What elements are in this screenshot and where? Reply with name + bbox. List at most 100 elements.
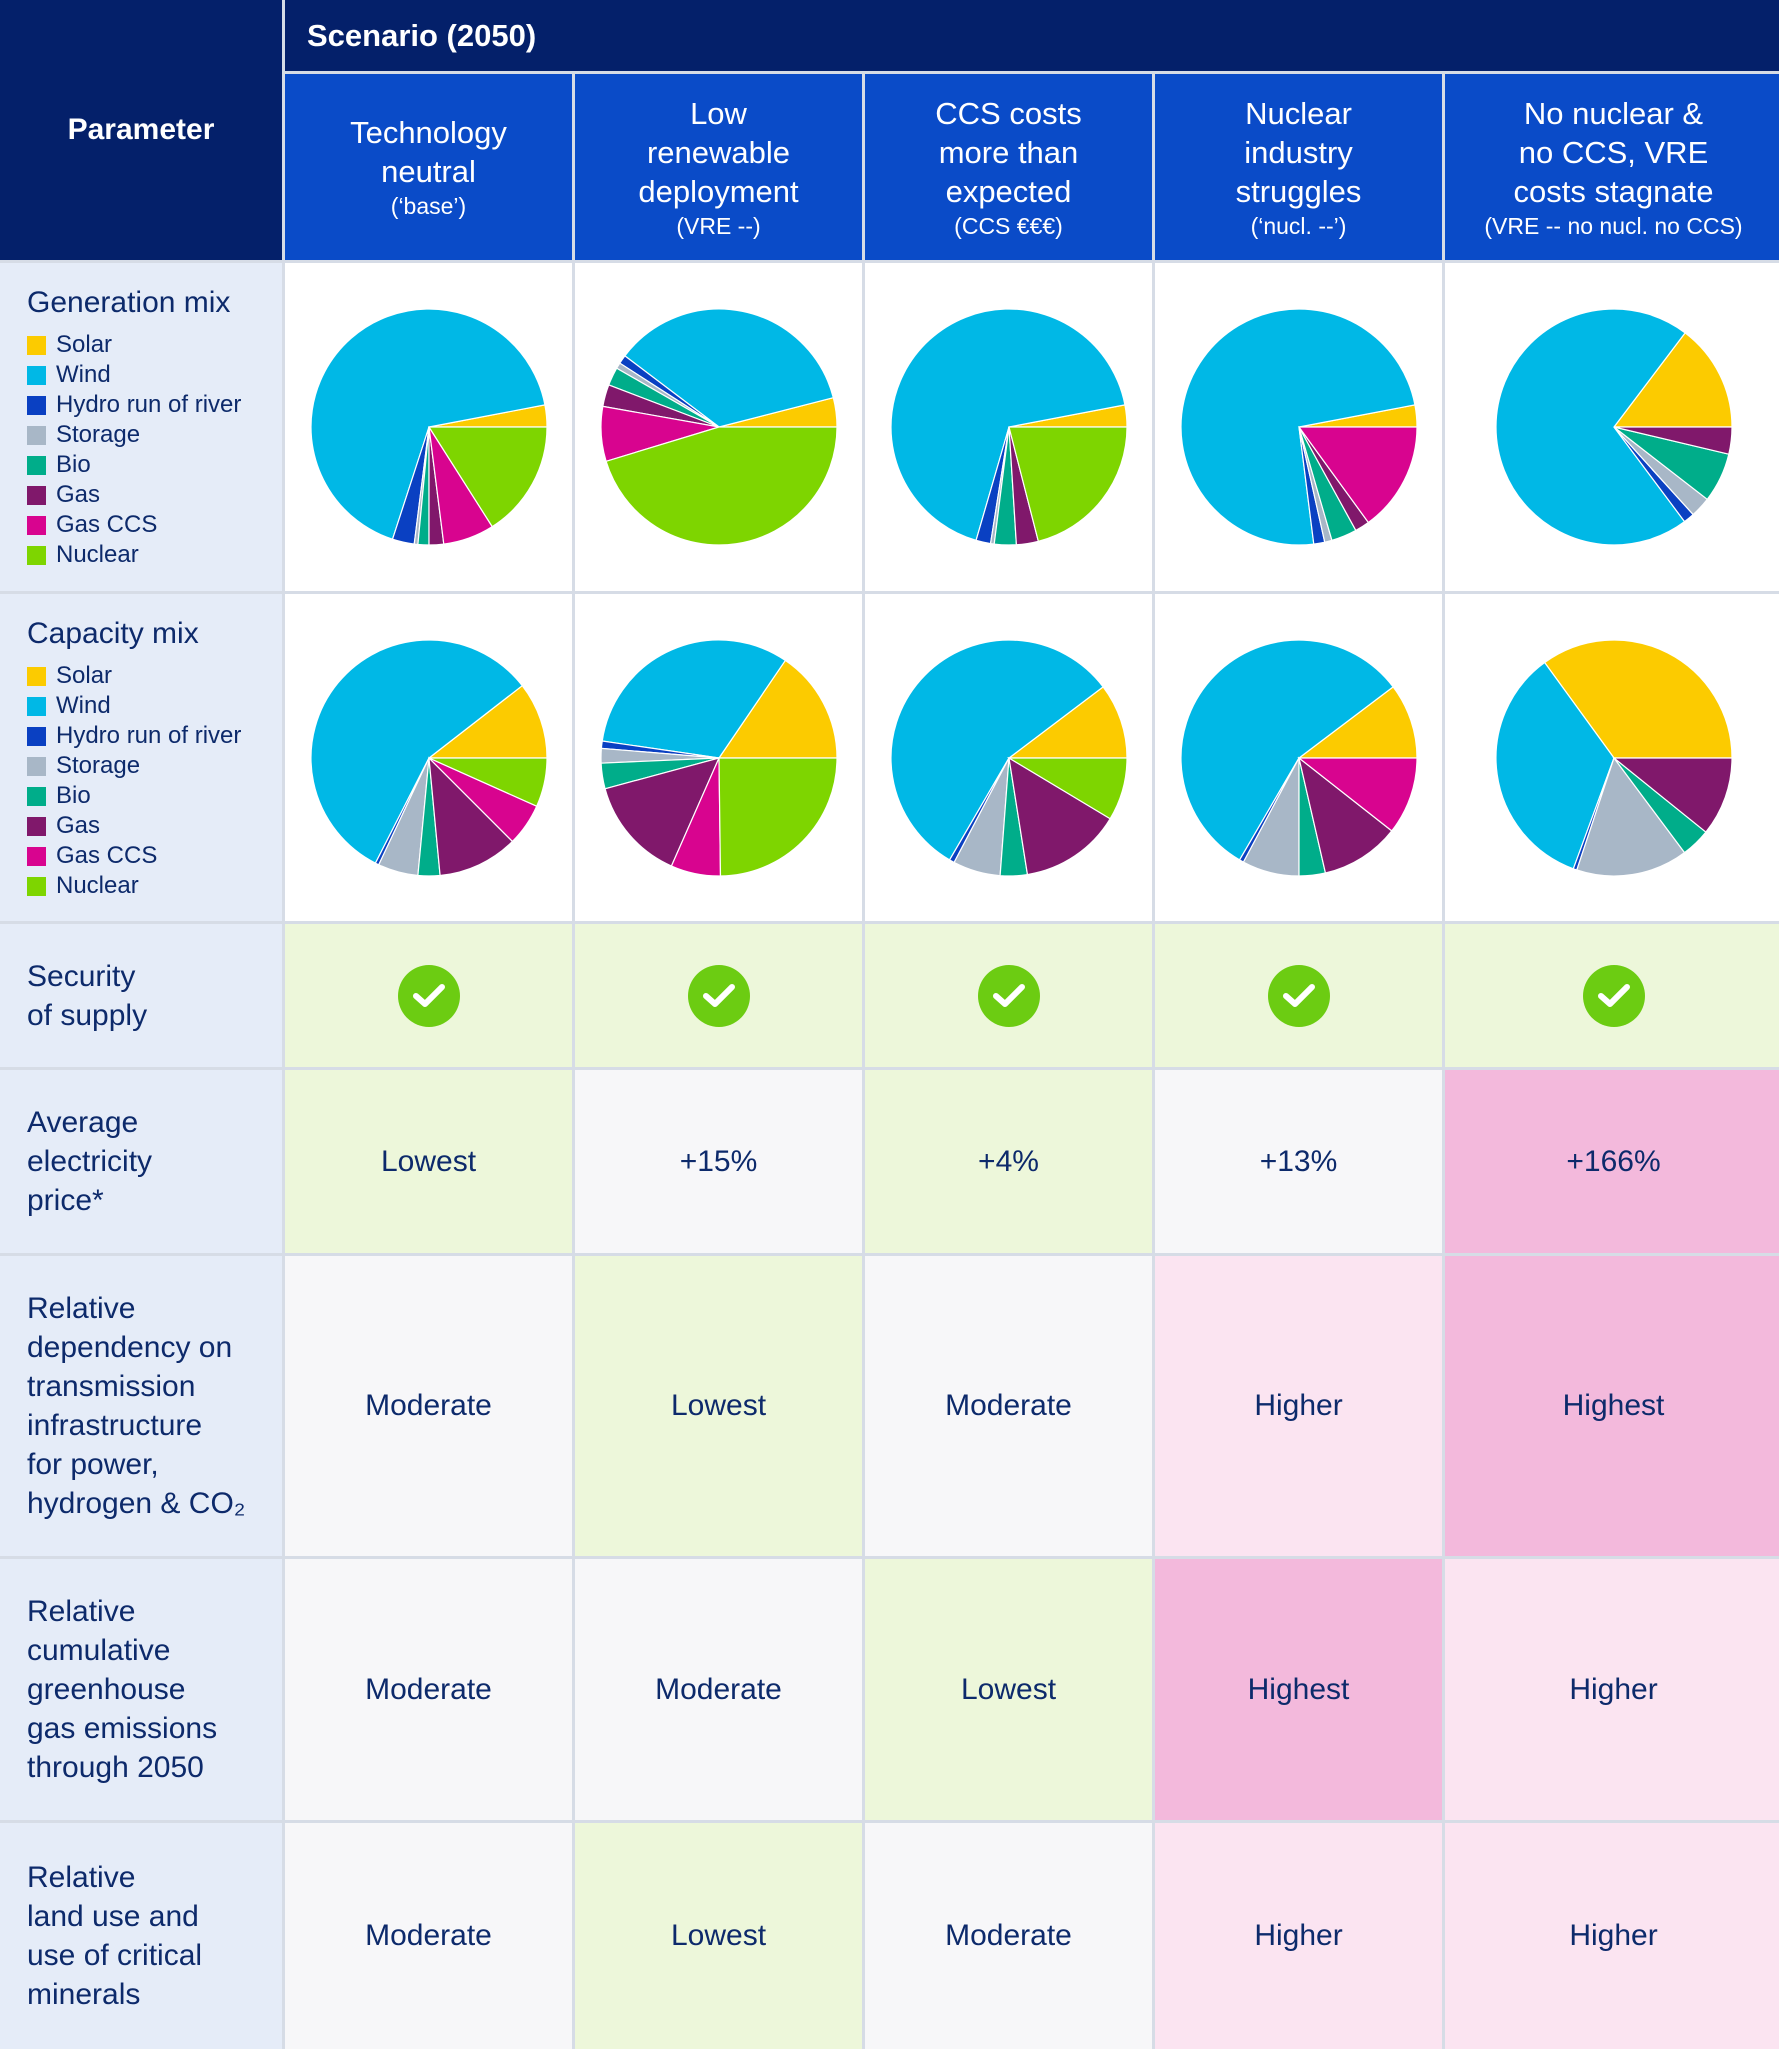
pie-slice-solar	[1543, 638, 1733, 759]
land-label: Relative land use and use of critical mi…	[0, 1823, 282, 2049]
legend-label: Gas CCS	[56, 842, 158, 869]
legend-swatch	[27, 515, 46, 535]
scenario-note: (‘nucl. --’)	[1250, 212, 1347, 239]
dependency-cell: Moderate	[285, 1256, 572, 1556]
land-cell: Moderate	[285, 1823, 572, 2049]
pie-cell	[285, 263, 572, 591]
legend-item: Hydro run of river	[27, 721, 241, 751]
scenario-col-5: No nuclear & no CCS, VRE costs stagnate …	[1445, 74, 1779, 260]
pie-slice-gas-ccs	[1296, 756, 1418, 832]
dependency-label: Relative dependency on transmission infr…	[0, 1256, 282, 1556]
capacity-pie-3	[889, 638, 1128, 877]
legend-label: Gas CCS	[56, 511, 158, 538]
label-line: infrastructure	[27, 1409, 203, 1442]
pie-slice-gas-ccs	[1297, 426, 1418, 524]
legend-item: Gas	[27, 811, 241, 841]
dependency-cell: Higher	[1155, 1256, 1442, 1556]
scenario-title-line: No nuclear &	[1523, 95, 1704, 131]
pie-slice-solar	[1296, 685, 1418, 759]
label-line: minerals	[27, 1978, 141, 2011]
legend-swatch	[27, 726, 46, 746]
scenario-note: (‘base’)	[390, 193, 467, 219]
pie-slice-gas	[1007, 756, 1111, 875]
capacity-mix-label: Capacity mix Solar Wind Hydro run of river…	[0, 594, 282, 921]
legend-label: Nuclear	[56, 872, 139, 899]
pie-slice-wind	[1179, 308, 1416, 546]
legend-item: Wind	[27, 691, 241, 721]
legend-swatch	[27, 485, 46, 505]
legend-swatch	[27, 425, 46, 445]
legend-label: Gas	[56, 812, 101, 839]
label-line: Average	[27, 1106, 139, 1139]
legend-label: Wind	[56, 361, 111, 388]
scenario-title-line: deployment	[638, 173, 799, 209]
land-cell: Moderate	[865, 1823, 1152, 2049]
capacity-pie-5	[1494, 638, 1733, 877]
pie-slice-solar	[1612, 332, 1733, 428]
ghg-cell: Lowest	[865, 1559, 1152, 1820]
legend-item: Wind	[27, 360, 241, 390]
scenario-title-line: industry	[1244, 134, 1353, 170]
legend-label: Solar	[56, 331, 113, 358]
scenario-title-line: Nuclear	[1245, 95, 1352, 131]
price-cell: Lowest	[285, 1070, 572, 1253]
price-label: Average electricity price*	[0, 1070, 282, 1253]
scenario-note: (VRE -- no nucl. no CCS)	[1484, 212, 1743, 239]
label-line: of supply	[27, 998, 148, 1032]
pie-slice-nuclear	[1006, 756, 1128, 820]
pie-cell	[865, 263, 1152, 591]
legend-item: Storage	[27, 420, 241, 450]
scenario-col-2: Low renewable deployment (VRE --)	[575, 74, 862, 260]
price-cell: +15%	[575, 1070, 862, 1253]
legend-swatch	[27, 696, 46, 716]
label-line: use of critical	[27, 1939, 203, 1972]
scenario-title-line: expected	[945, 173, 1072, 209]
parameter-header: Parameter	[0, 0, 282, 260]
generation-pie-5	[1494, 308, 1733, 546]
ghg-cell: Higher	[1445, 1559, 1779, 1820]
ghg-cell: Highest	[1155, 1559, 1442, 1820]
scenario-col-3: CCS costs more than expected (CCS €€€)	[865, 74, 1152, 260]
legend-item: Solar	[27, 661, 241, 691]
ghg-cell: Moderate	[285, 1559, 572, 1820]
pie-cell	[1155, 594, 1442, 921]
check-icon	[977, 964, 1040, 1027]
pie-cell	[865, 594, 1152, 921]
row-title: Generation mix	[27, 286, 231, 319]
pie-slice-nuclear	[1007, 426, 1128, 543]
pie-slice-wind	[1179, 638, 1394, 861]
pie-slice-wind	[1494, 661, 1615, 870]
pie-slice-wind	[889, 638, 1104, 861]
legend-swatch	[27, 756, 46, 776]
pie-cell	[1155, 263, 1442, 591]
scenario-title-line: CCS costs	[935, 95, 1082, 131]
label-line: Relative	[27, 1861, 136, 1894]
scenario-title-line: costs stagnate	[1513, 173, 1714, 209]
capacity-pie-4	[1179, 638, 1418, 877]
pie-slice-nuclear	[428, 756, 548, 807]
security-cell	[575, 924, 862, 1067]
legend-label: Hydro run of river	[56, 722, 242, 749]
legend-swatch	[27, 876, 46, 896]
pie-cell	[285, 594, 572, 921]
scenario-title-line: more than	[938, 134, 1079, 170]
pie-slice-solar	[426, 684, 548, 759]
security-cell	[1445, 924, 1779, 1067]
dependency-cell: Highest	[1445, 1256, 1779, 1556]
legend-swatch	[27, 455, 46, 475]
scenario-title-line: Low	[690, 95, 747, 131]
legend-item: Storage	[27, 751, 241, 781]
scenario-title-line: neutral	[381, 154, 476, 189]
price-cell: +13%	[1155, 1070, 1442, 1253]
security-label: Security of supply	[0, 924, 282, 1067]
scenario-col-1: Technology neutral (‘base’)	[285, 74, 572, 260]
legend-swatch	[27, 395, 46, 415]
label-line: hydrogen & CO₂	[27, 1487, 246, 1520]
pie-slice-wind	[889, 308, 1126, 542]
generation-pie-1	[309, 308, 548, 546]
legend-label: Gas	[56, 481, 101, 508]
label-line: Security	[27, 959, 136, 993]
legend: Solar Wind Hydro run of river Storage Bio Gas…	[27, 661, 241, 901]
check-icon	[1267, 964, 1330, 1027]
